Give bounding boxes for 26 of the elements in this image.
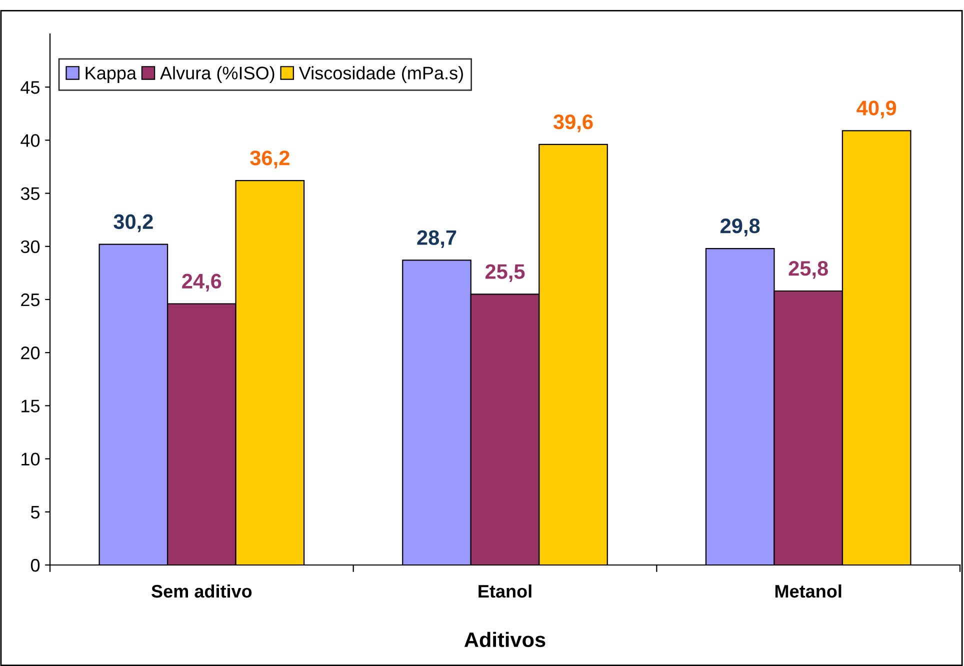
data-label: 25,5 [485,264,525,282]
y-tick-label: 25 [21,293,40,306]
y-tick-label: 30 [20,240,40,254]
legend-label: Viscosidade (mPa.s) [298,66,463,84]
y-tick-label: 10 [22,452,40,466]
y-tick-label: 15 [22,400,40,412]
x-tick-label: Metanol [775,584,842,598]
data-label: 39,6 [553,114,593,132]
data-label: 30,2 [114,214,153,232]
data-label: 29,8 [720,218,760,236]
x-tick-label: Etanol [478,584,532,598]
x-axis-title: Aditivos [464,632,546,648]
y-tick-label: 0 [30,558,40,572]
y-tick-label: 35 [20,187,40,200]
data-label: 24,6 [182,274,222,292]
data-label: 40,9 [856,100,896,118]
y-tick-label: 20 [21,346,40,360]
y-tick-label: 45 [20,81,40,94]
data-label: 36,2 [250,150,290,168]
legend-label: Alvura (%ISO) [160,66,274,84]
legend-label: Kappa [86,66,137,84]
x-tick-label: Sem aditivo [152,584,252,598]
data-label: 28,7 [417,230,456,248]
y-tick-label: 5 [30,506,40,519]
data-label: 25,8 [788,261,828,279]
y-tick-label: 40 [20,134,40,147]
